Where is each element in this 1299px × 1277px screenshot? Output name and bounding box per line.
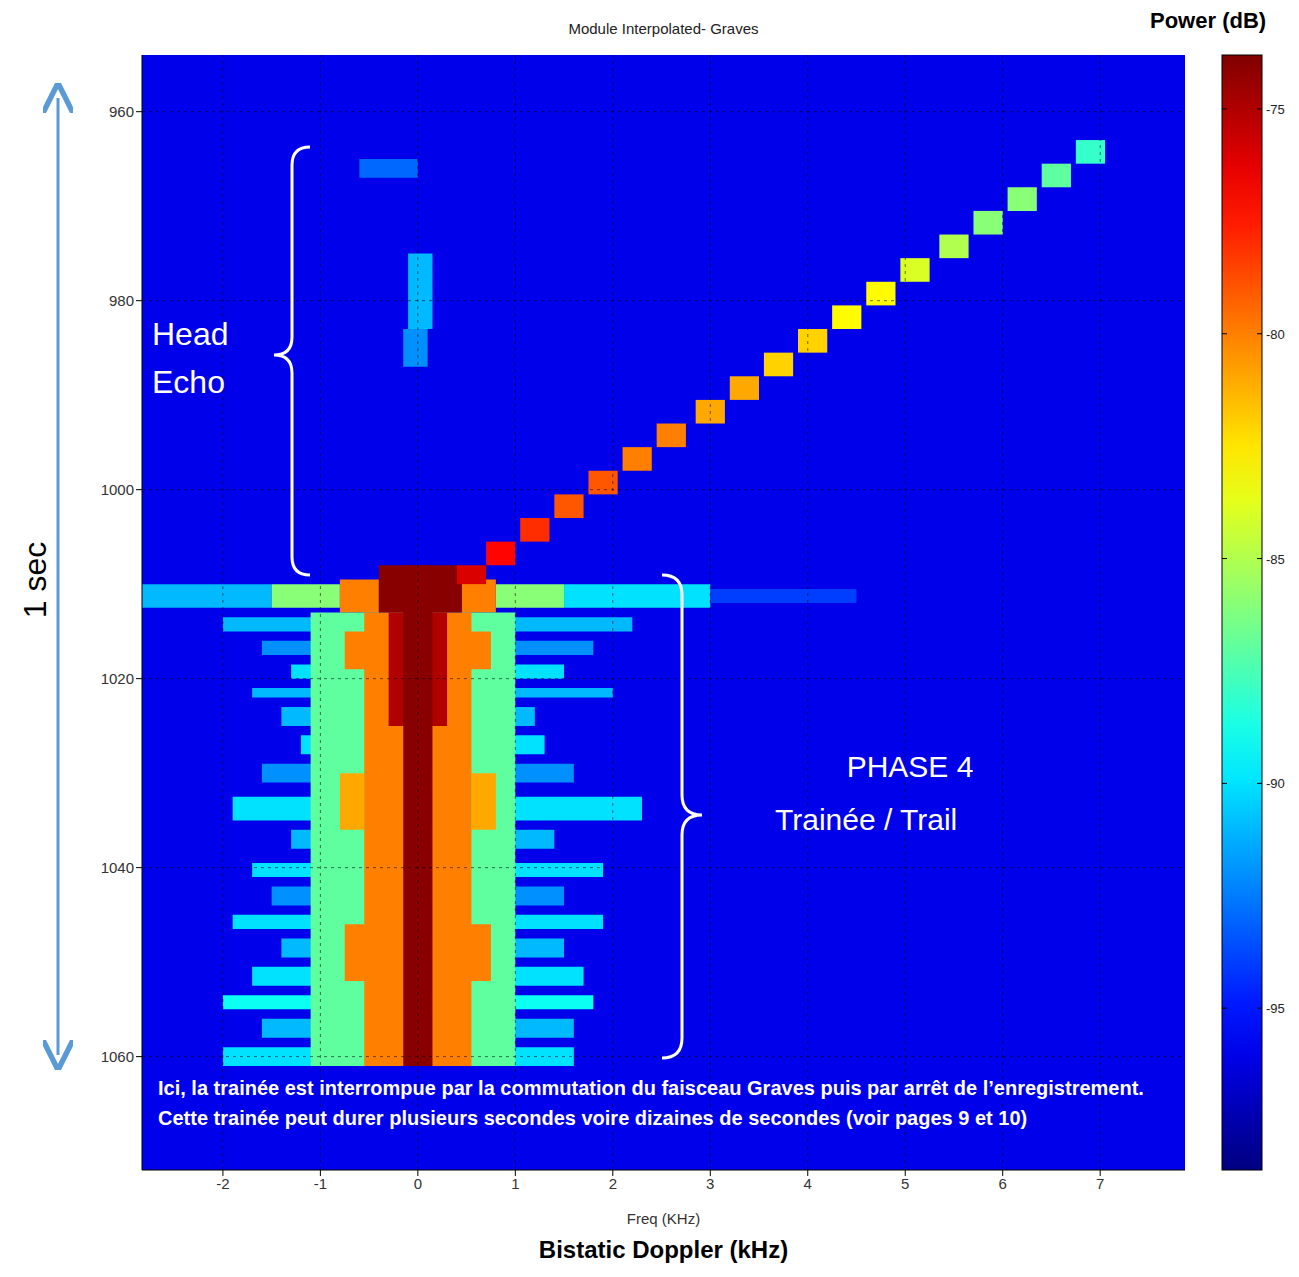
html-text:Ici, la trainée est interrompu: Ici, la trainée est interrompue par la c… <box>158 1077 1144 1129</box>
svg-text:-1: -1 <box>314 1175 327 1192</box>
svg-text:1: 1 <box>511 1175 519 1192</box>
svg-text:5: 5 <box>901 1175 909 1192</box>
svg-text:6: 6 <box>999 1175 1007 1192</box>
html-text:Head Echo: Head Echo <box>152 316 229 400</box>
svg-text:Freq (KHz): Freq (KHz) <box>627 1210 700 1227</box>
svg-text:1 sec: 1 sec <box>17 542 53 618</box>
html-text:Power (dB): Power (dB) <box>1150 8 1267 33</box>
svg-text:4: 4 <box>804 1175 812 1192</box>
svg-text:960: 960 <box>109 103 134 120</box>
svg-text:-2: -2 <box>216 1175 229 1192</box>
html-text:Module Interpolated- Graves: Module Interpolated- Graves <box>568 20 759 37</box>
svg-text:1000: 1000 <box>101 481 134 498</box>
svg-text:-90: -90 <box>1266 776 1285 791</box>
svg-text:2: 2 <box>609 1175 617 1192</box>
html-text:Bistatic Doppler (kHz): Bistatic Doppler (kHz) <box>538 1236 789 1263</box>
html-text:Trainée / Trail: Trainée / Trail <box>775 803 958 836</box>
svg-text:0: 0 <box>414 1175 422 1192</box>
svg-text:1060: 1060 <box>101 1048 134 1065</box>
svg-text:-85: -85 <box>1266 552 1285 567</box>
svg-text:1040: 1040 <box>101 859 134 876</box>
svg-text:1020: 1020 <box>101 670 134 687</box>
html-text:PHASE 4: PHASE 4 <box>846 750 974 783</box>
svg-text:-95: -95 <box>1266 1001 1285 1016</box>
svg-text:3: 3 <box>706 1175 714 1192</box>
svg-text:980: 980 <box>109 292 134 309</box>
svg-text:-80: -80 <box>1266 327 1285 342</box>
svg-text:-75: -75 <box>1266 102 1285 117</box>
svg-text:7: 7 <box>1096 1175 1104 1192</box>
